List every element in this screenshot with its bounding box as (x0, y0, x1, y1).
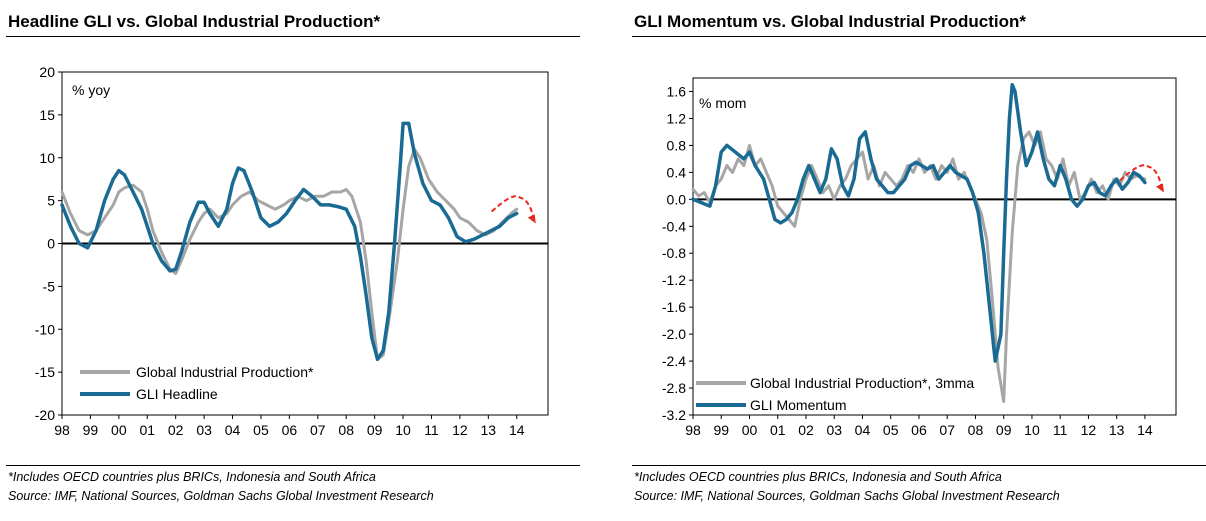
left-chart-panel: Headline GLI vs. Global Industrial Produ… (0, 0, 580, 521)
y-tick-label: -2.0 (662, 326, 686, 342)
plot-frame (692, 77, 1177, 416)
right-title-rule (632, 36, 1206, 37)
y-tick-label: -20 (35, 407, 55, 423)
x-tick-label: 09 (996, 422, 1012, 438)
series-line-1 (60, 121, 519, 362)
left-chart-title: Headline GLI vs. Global Industrial Produ… (8, 12, 381, 31)
right-footnote-rule (632, 465, 1206, 466)
x-tick-label: 98 (54, 422, 70, 438)
right-chart-panel: GLI Momentum vs. Global Industrial Produ… (626, 0, 1206, 521)
x-tick-label: 11 (1053, 422, 1068, 438)
x-tick-label: 07 (939, 422, 955, 438)
y-tick-label: -3.2 (662, 407, 686, 423)
forecast-arrowhead (1155, 183, 1164, 193)
unit-label: % yoy (72, 82, 110, 98)
forecast-arrow (1119, 164, 1163, 189)
y-tick-label: 1.6 (667, 83, 687, 99)
y-tick-label: -2.8 (662, 380, 686, 396)
x-tick-label: 02 (168, 422, 184, 438)
x-tick-label: 14 (509, 422, 525, 438)
x-tick-label: 99 (713, 422, 729, 438)
x-tick-label: 01 (770, 422, 786, 438)
y-tick-label: 10 (39, 150, 55, 166)
legend-label-1: GLI Headline (136, 386, 218, 402)
series-line-0 (691, 130, 1147, 403)
y-tick-label: -1.2 (662, 272, 686, 288)
series-line-0 (60, 147, 519, 361)
y-tick-label: -0.8 (662, 245, 686, 261)
left-footnote-includes: *Includes OECD countries plus BRICs, Ind… (8, 470, 376, 484)
left-footnote-rule (6, 465, 580, 466)
x-tick-label: 07 (310, 422, 326, 438)
y-tick-label: 20 (39, 64, 55, 80)
x-tick-label: 02 (798, 422, 814, 438)
x-tick-label: 12 (452, 422, 468, 438)
x-tick-label: 00 (742, 422, 758, 438)
y-tick-label: -5 (43, 278, 56, 294)
x-tick-label: 14 (1137, 422, 1153, 438)
x-tick-label: 04 (225, 422, 241, 438)
right-footnote-source: Source: IMF, National Sources, Goldman S… (634, 489, 1060, 503)
y-tick-label: -1.6 (662, 299, 686, 315)
y-tick-label: 0 (47, 236, 55, 252)
x-tick-label: 13 (1109, 422, 1125, 438)
legend-label-1: GLI Momentum (750, 397, 846, 413)
x-tick-label: 13 (481, 422, 497, 438)
x-tick-label: 08 (338, 422, 354, 438)
y-tick-label: -15 (35, 364, 55, 380)
x-tick-label: 01 (139, 422, 155, 438)
x-tick-label: 11 (424, 422, 439, 438)
right-footnote-includes: *Includes OECD countries plus BRICs, Ind… (634, 470, 1002, 484)
x-tick-label: 03 (826, 422, 842, 438)
forecast-arrow (491, 195, 535, 220)
x-tick-label: 10 (1024, 422, 1040, 438)
left-title-rule (6, 36, 580, 37)
y-tick-label: -0.4 (662, 218, 686, 234)
x-tick-label: 05 (253, 422, 269, 438)
right-chart-title: GLI Momentum vs. Global Industrial Produ… (634, 12, 1026, 31)
x-tick-label: 06 (911, 422, 927, 438)
y-tick-label: 0.0 (667, 191, 687, 207)
series-line-1 (691, 82, 1147, 363)
y-tick-label: -10 (35, 321, 55, 337)
legend-label-0: Global Industrial Production*, 3mma (750, 375, 974, 391)
right-chart: 1.6 1.2 0.8 0.4 0.0 -0.4 -0.8 -1.2 -1.6 -2.0 -2.4 -… (662, 77, 1177, 438)
x-tick-label: 98 (685, 422, 701, 438)
unit-label: % mom (699, 95, 746, 111)
x-tick-label: 03 (196, 422, 212, 438)
forecast-arrowhead (527, 214, 536, 224)
y-tick-label: 15 (39, 107, 55, 123)
x-tick-label: 00 (111, 422, 127, 438)
y-tick-label: 0.8 (667, 137, 687, 153)
x-tick-label: 99 (83, 422, 99, 438)
x-tick-label: 09 (367, 422, 383, 438)
y-tick-label: 1.2 (667, 110, 687, 126)
y-tick-label: -2.4 (662, 353, 686, 369)
x-tick-label: 10 (395, 422, 411, 438)
x-tick-label: 06 (282, 422, 298, 438)
x-tick-label: 04 (855, 422, 871, 438)
y-tick-label: 0.4 (667, 164, 687, 180)
x-tick-label: 08 (968, 422, 984, 438)
y-tick-label: 5 (47, 193, 55, 209)
x-tick-label: 05 (883, 422, 899, 438)
left-footnote-source: Source: IMF, National Sources, Goldman S… (8, 489, 434, 503)
x-tick-label: 12 (1081, 422, 1097, 438)
legend-label-0: Global Industrial Production* (136, 364, 314, 380)
